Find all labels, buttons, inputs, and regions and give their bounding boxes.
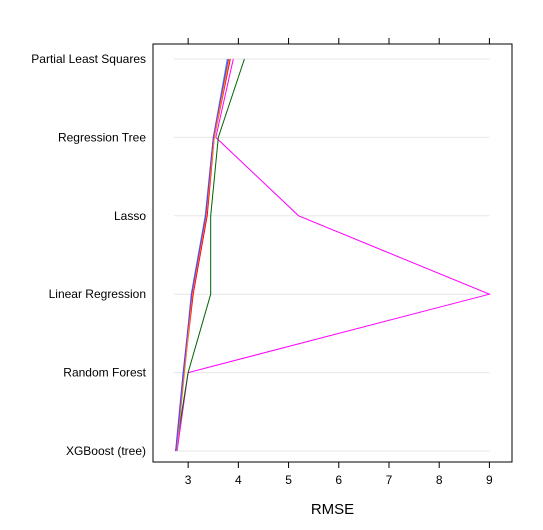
category-label: Regression Tree (58, 130, 146, 144)
grid-layer (174, 58, 490, 452)
x-tick-label: 3 (185, 473, 192, 487)
series-line (175, 58, 231, 452)
x-tick-label: 5 (285, 473, 292, 487)
x-tick-label: 6 (335, 473, 342, 487)
category-label: Partial Least Squares (31, 52, 146, 66)
series-line (175, 58, 245, 452)
category-label: Random Forest (63, 366, 146, 380)
x-tick-label: 9 (486, 473, 493, 487)
x-tick-label: 4 (235, 473, 242, 487)
category-labels: Partial Least Squares Regression Tree Lass… (31, 52, 146, 458)
series-line (175, 58, 229, 452)
plot-frame (152, 43, 513, 463)
tick-layer: 3 4 5 6 7 8 9 (185, 38, 493, 487)
x-tick-label: 7 (386, 473, 393, 487)
series-line (175, 58, 228, 452)
series-layer (175, 58, 491, 452)
x-axis-title: RMSE (311, 501, 354, 518)
category-label: XGBoost (tree) (66, 444, 146, 458)
category-label: Lasso (114, 209, 146, 223)
series-line (176, 58, 491, 452)
x-tick-label: 8 (436, 473, 443, 487)
category-label: Linear Regression (49, 287, 146, 301)
